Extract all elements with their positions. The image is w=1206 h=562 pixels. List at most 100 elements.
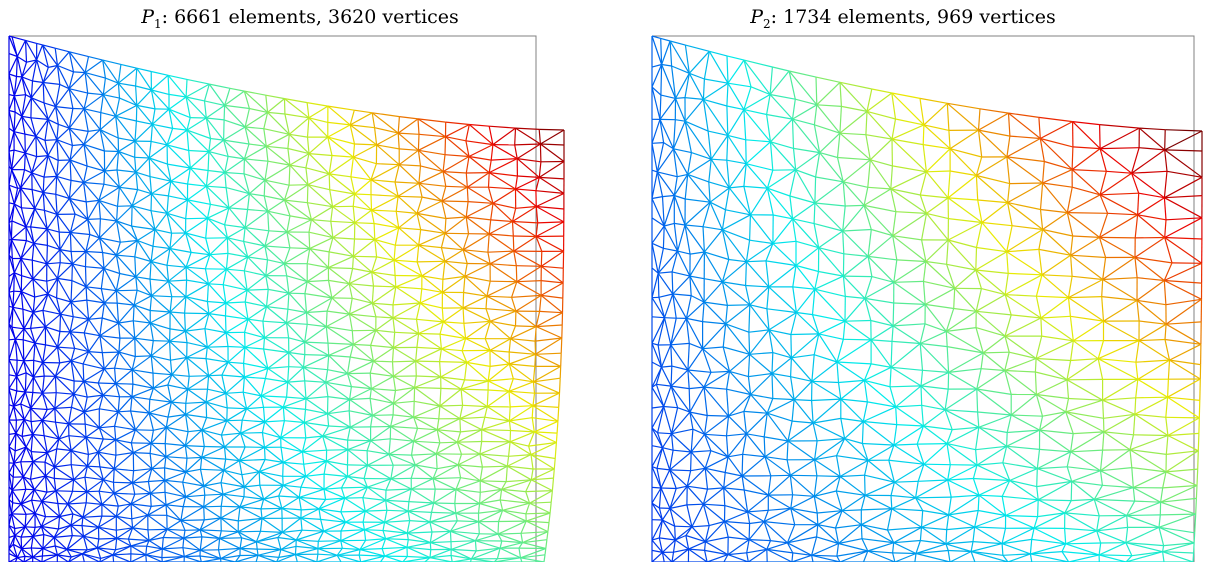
mesh-edge xyxy=(88,129,101,132)
mesh-edge xyxy=(454,489,457,504)
mesh-edge xyxy=(347,440,371,451)
mesh-edge xyxy=(861,524,894,544)
mesh-edge xyxy=(303,366,327,383)
mesh-edge xyxy=(651,217,665,227)
mesh-edge xyxy=(530,454,555,470)
mesh-edge xyxy=(304,380,307,399)
mesh-edge xyxy=(891,508,923,512)
mesh-edge xyxy=(101,503,119,507)
mesh-edge xyxy=(728,187,751,216)
mesh-edge xyxy=(530,441,557,456)
mesh-edge xyxy=(182,481,205,487)
mesh-edge xyxy=(767,187,791,197)
mesh-edge xyxy=(663,142,674,150)
mesh-edge xyxy=(25,391,33,394)
mesh-edge xyxy=(651,487,662,504)
mesh-edge xyxy=(661,63,672,67)
mesh-edge xyxy=(266,133,290,147)
mesh-edge xyxy=(466,349,491,363)
mesh-edge xyxy=(1098,358,1136,363)
mesh-edge xyxy=(948,371,978,390)
mesh-edge xyxy=(32,419,43,435)
mesh-edge xyxy=(836,361,840,383)
mesh-edge xyxy=(978,112,1009,131)
mesh-edge xyxy=(247,208,268,212)
mesh-edge xyxy=(394,331,419,335)
mesh-edge xyxy=(205,401,228,422)
mesh-edge xyxy=(1007,202,1043,230)
mesh-edge xyxy=(304,413,328,424)
mesh-edge xyxy=(1036,393,1069,400)
mesh-edge xyxy=(54,406,72,409)
mesh-edge xyxy=(382,546,408,550)
mesh-edge xyxy=(686,317,703,323)
mesh-edge xyxy=(1042,169,1073,184)
mesh-edge xyxy=(32,527,36,537)
mesh-edge xyxy=(8,272,15,293)
mesh-edge xyxy=(689,411,706,435)
mesh-edge xyxy=(8,95,15,111)
mesh-edge xyxy=(915,481,919,498)
mesh-edge xyxy=(298,487,302,498)
mesh-edge xyxy=(818,270,844,277)
mesh-edge xyxy=(656,447,664,469)
mesh-edge xyxy=(390,465,394,479)
mesh-edge xyxy=(413,416,439,420)
mesh-edge xyxy=(68,435,72,451)
mesh-edge xyxy=(408,510,432,513)
mesh-edge xyxy=(433,488,457,504)
mesh-edge xyxy=(20,187,33,191)
mesh-edge xyxy=(151,280,169,297)
mesh-edge xyxy=(749,286,770,306)
mesh-edge xyxy=(85,436,99,453)
mesh-edge xyxy=(490,310,517,322)
mesh-edge xyxy=(83,144,88,167)
mesh-edge xyxy=(491,158,518,161)
mesh-edge xyxy=(145,554,147,562)
mesh-edge xyxy=(1129,449,1167,473)
mesh-edge xyxy=(14,94,26,97)
mesh-edge xyxy=(42,419,56,423)
mesh-edge xyxy=(226,268,245,272)
mesh-edge xyxy=(56,262,61,279)
mesh-edge xyxy=(919,527,923,541)
mesh-edge xyxy=(661,433,673,449)
mesh-edge xyxy=(114,368,117,384)
mesh-edge xyxy=(119,186,138,191)
mesh-edge xyxy=(384,510,388,523)
mesh-edge xyxy=(838,542,868,552)
mesh-edge xyxy=(792,420,814,424)
mesh-edge xyxy=(263,128,290,135)
mesh-edge xyxy=(280,549,296,556)
mesh-edge xyxy=(669,508,676,527)
mesh-edge xyxy=(766,308,797,314)
mesh-edge xyxy=(727,304,750,306)
mesh-edge xyxy=(8,56,18,75)
mesh-edge xyxy=(87,219,101,239)
mesh-edge xyxy=(1162,471,1167,489)
mesh-edge xyxy=(926,213,949,241)
mesh-edge xyxy=(814,202,846,207)
mesh-edge xyxy=(264,406,284,423)
mesh-edge xyxy=(890,171,927,190)
mesh-edge xyxy=(207,345,229,348)
mesh-edge xyxy=(502,502,530,511)
mesh-edge xyxy=(225,301,246,304)
mesh-edge xyxy=(862,550,869,562)
mesh-edge xyxy=(1007,113,1011,137)
mesh-edge xyxy=(727,456,743,477)
mesh-edge xyxy=(25,372,34,378)
mesh-edge xyxy=(749,521,765,525)
mesh-edge xyxy=(205,218,209,239)
mesh-edge xyxy=(371,303,377,317)
mesh-edge xyxy=(224,172,250,195)
mesh-edge xyxy=(13,272,15,292)
mesh-edge xyxy=(479,441,511,455)
mesh-edge xyxy=(43,435,60,440)
mesh-edge xyxy=(54,450,72,468)
mesh-edge xyxy=(1134,256,1165,281)
mesh-edge xyxy=(171,401,186,404)
mesh-edge xyxy=(127,527,134,540)
mesh-edge xyxy=(539,310,563,314)
mesh-edge xyxy=(1162,551,1165,562)
